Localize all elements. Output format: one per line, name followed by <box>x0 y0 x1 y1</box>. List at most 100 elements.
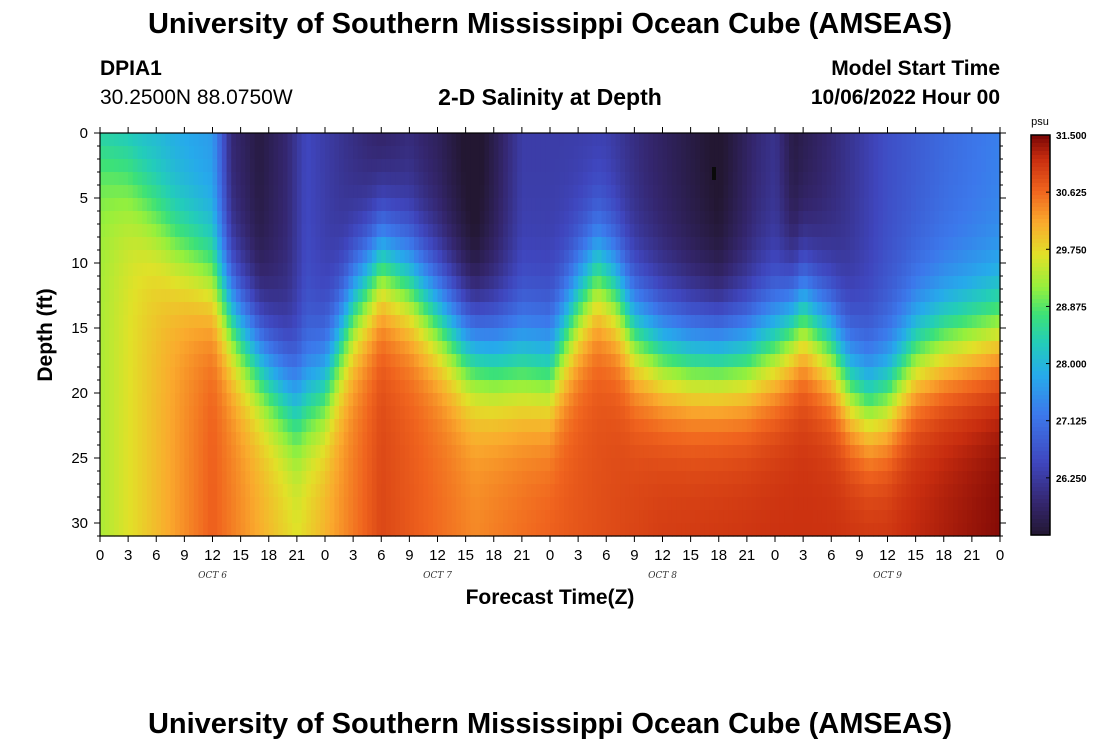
heatmap-cell <box>310 484 317 498</box>
heatmap-cell <box>418 497 425 511</box>
heatmap-cell <box>540 263 546 277</box>
heatmap-cell <box>151 198 157 212</box>
heatmap-cell <box>798 276 804 290</box>
heatmap-cell <box>695 341 701 355</box>
heatmap-cell <box>503 432 509 446</box>
heatmap-cell <box>559 289 565 303</box>
heatmap-cell <box>807 523 814 537</box>
heatmap-cell <box>418 419 425 433</box>
heatmap-cell <box>137 432 143 446</box>
heatmap-cell <box>690 250 696 264</box>
heatmap-cell <box>114 367 120 381</box>
heatmap-cell <box>639 159 645 173</box>
heatmap-cell <box>573 432 579 446</box>
heatmap-cell <box>517 211 523 225</box>
heatmap-cell <box>568 172 575 186</box>
heatmap-cell <box>203 211 209 225</box>
heatmap-cell <box>165 302 171 316</box>
heatmap-cell <box>381 419 387 433</box>
heatmap-cell <box>404 432 410 446</box>
heatmap-cell <box>685 159 692 173</box>
heatmap-cell <box>428 471 434 485</box>
heatmap-cell <box>315 341 321 355</box>
heatmap-cell <box>264 484 270 498</box>
heatmap-cell <box>268 432 275 446</box>
heatmap-cell <box>582 341 589 355</box>
heatmap-cell <box>475 406 481 420</box>
heatmap-cell <box>221 471 228 485</box>
heatmap-cell <box>142 445 148 459</box>
heatmap-cell <box>165 263 171 277</box>
heatmap-cell <box>578 445 584 459</box>
heatmap-cell <box>671 146 678 160</box>
heatmap-cell <box>437 354 443 368</box>
heatmap-cell <box>329 523 335 537</box>
heatmap-cell <box>498 458 504 472</box>
heatmap-cell <box>446 432 453 446</box>
heatmap-cell <box>489 406 495 420</box>
heatmap-cell <box>348 458 354 472</box>
heatmap-cell <box>657 484 664 498</box>
heatmap-cell <box>489 458 495 472</box>
heatmap-cell <box>226 263 232 277</box>
heatmap-cell <box>765 419 771 433</box>
heatmap-cell <box>343 250 350 264</box>
heatmap-cell <box>357 250 364 264</box>
heatmap-cell <box>489 146 495 160</box>
heatmap-cell <box>634 497 640 511</box>
heatmap-cell <box>428 380 434 394</box>
heatmap-cell <box>643 497 650 511</box>
heatmap-cell <box>601 380 607 394</box>
heatmap-cell <box>362 289 368 303</box>
heatmap-cell <box>437 289 443 303</box>
heatmap-cell <box>170 510 176 524</box>
heatmap-cell <box>470 146 476 160</box>
heatmap-cell <box>714 224 720 238</box>
heatmap-cell <box>723 263 729 277</box>
heatmap-cell <box>310 146 317 160</box>
heatmap-cell <box>601 263 607 277</box>
heatmap-cell <box>779 419 785 433</box>
heatmap-cell <box>582 133 589 147</box>
heatmap-cell <box>390 289 396 303</box>
heatmap-cell <box>540 484 546 498</box>
heatmap-cell <box>123 367 129 381</box>
heatmap-cell <box>512 523 518 537</box>
heatmap-cell <box>151 315 157 329</box>
heatmap-cell <box>564 276 570 290</box>
heatmap-cell <box>798 458 804 472</box>
heatmap-cell <box>831 237 837 251</box>
heatmap-cell <box>676 211 682 225</box>
heatmap-cell <box>695 146 701 160</box>
heatmap-cell <box>329 198 335 212</box>
heatmap-cell <box>742 484 748 498</box>
heatmap-cell <box>175 315 181 329</box>
heatmap-cell <box>653 328 659 342</box>
heatmap-cell <box>343 419 350 433</box>
heatmap-cell <box>264 497 270 511</box>
heatmap-cell <box>301 484 307 498</box>
heatmap-cell <box>526 146 532 160</box>
heatmap-cell <box>212 172 218 186</box>
heatmap-cell <box>648 406 654 420</box>
heatmap-cell <box>676 185 682 199</box>
heatmap-cell <box>568 471 575 485</box>
heatmap-cell <box>517 146 523 160</box>
heatmap-cell <box>803 211 809 225</box>
heatmap-cell <box>676 198 682 212</box>
heatmap-cell <box>578 484 584 498</box>
heatmap-cell <box>751 250 757 264</box>
heatmap-cell <box>756 146 762 160</box>
heatmap-cell <box>465 471 471 485</box>
heatmap-cell <box>756 458 762 472</box>
heatmap-cell <box>475 198 481 212</box>
heatmap-cell <box>109 276 115 290</box>
heatmap-cell <box>395 315 401 329</box>
heatmap-cell <box>826 497 832 511</box>
heatmap-cell <box>817 276 823 290</box>
heatmap-cell <box>381 523 387 537</box>
heatmap-cell <box>273 367 279 381</box>
heatmap-cell <box>292 289 298 303</box>
heatmap-cell <box>442 354 448 368</box>
heatmap-cell <box>198 133 204 147</box>
